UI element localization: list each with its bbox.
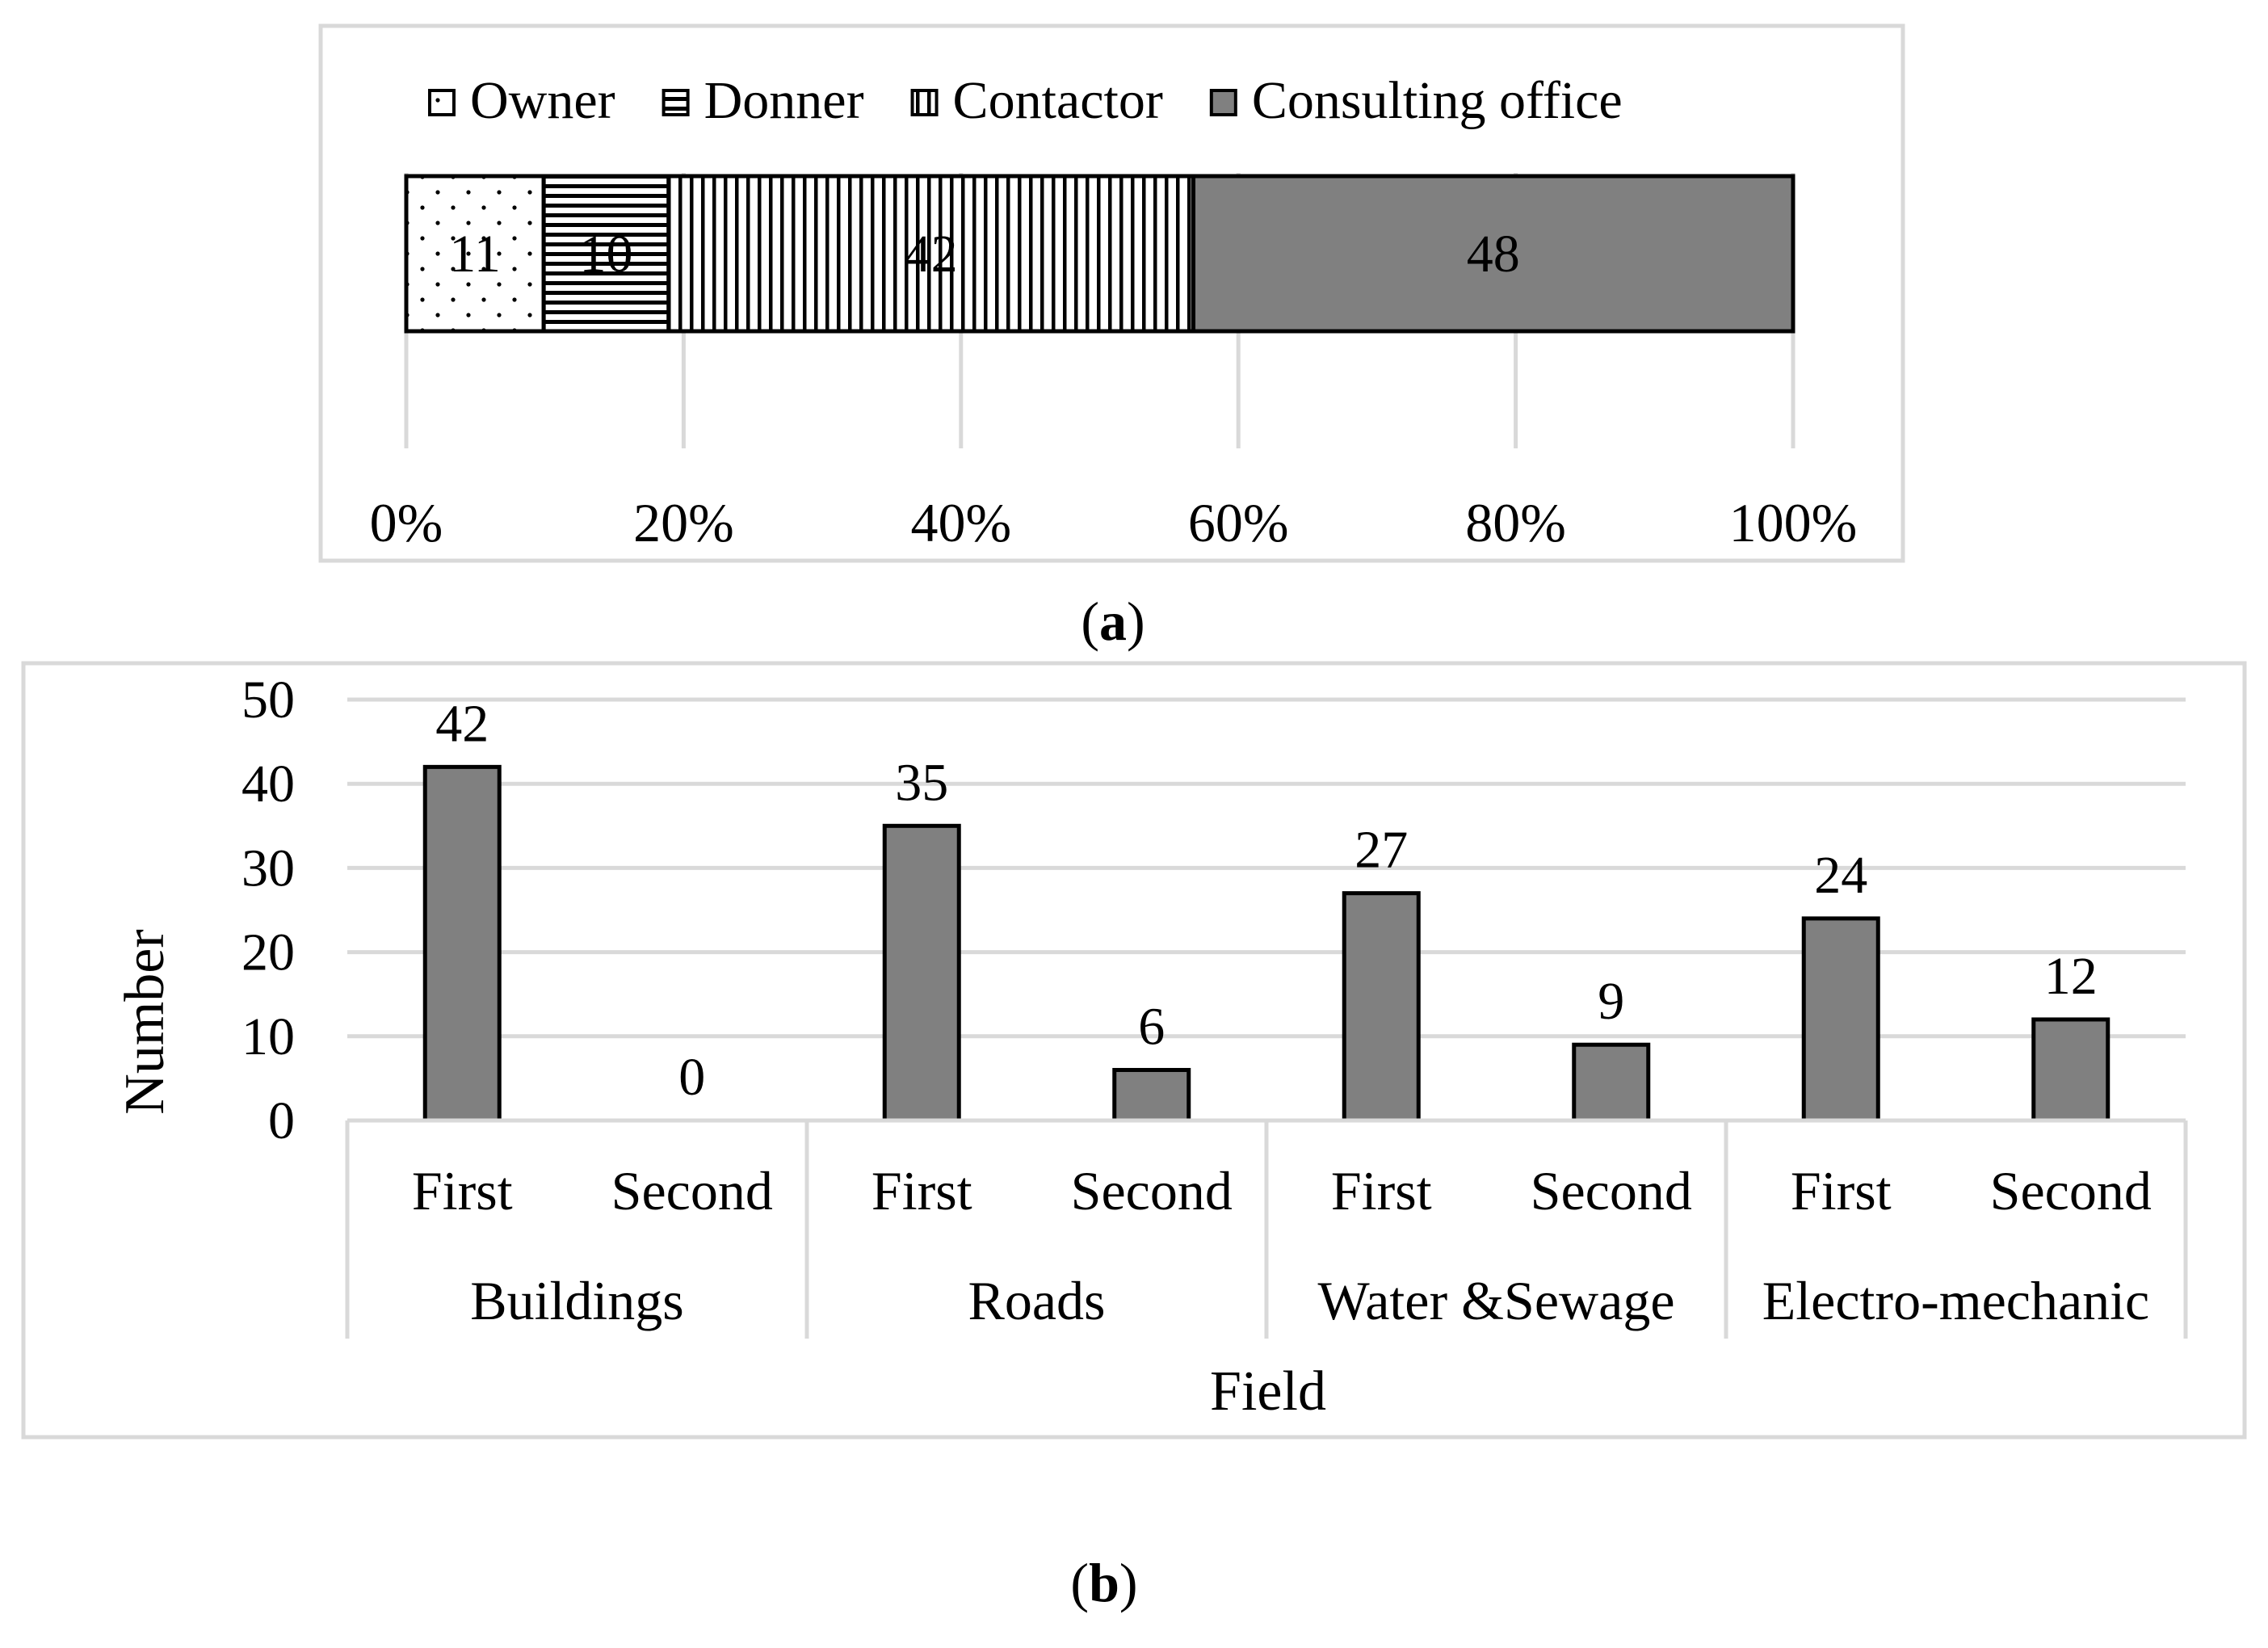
y-tick-label: 10 xyxy=(242,1007,295,1066)
bar-electro-mechanic-first xyxy=(1801,916,1880,1123)
data-label: 24 xyxy=(1814,846,1867,905)
panel-b-y-axis-title: Number xyxy=(114,929,176,1114)
group-label-water-sewage: Water &Sewage xyxy=(1318,1270,1675,1331)
y-tick-label: 30 xyxy=(242,839,295,898)
x-tick-label: Second xyxy=(611,1160,773,1221)
data-label: 6 xyxy=(1138,997,1165,1056)
data-label: 35 xyxy=(895,753,948,812)
x-tick-label: Second xyxy=(1071,1160,1233,1221)
legend-label-owner: Owner xyxy=(470,71,615,130)
panel-b-x-axis: First Second First Second First Second First Se… xyxy=(345,1118,2188,1339)
legend-label-consulting-office: Consulting office xyxy=(1252,71,1623,130)
panel-b-caption: (b) xyxy=(1070,1552,1137,1613)
data-label: 9 xyxy=(1598,972,1624,1031)
legend-swatch-owner xyxy=(428,89,456,116)
data-label-consulting-office: 48 xyxy=(1467,225,1520,284)
legend-label-donner: Donner xyxy=(704,71,864,130)
bar-roads-second xyxy=(1112,1067,1191,1123)
data-label-owner: 11 xyxy=(449,225,501,284)
group-label-buildings: Buildings xyxy=(470,1270,684,1331)
legend-swatch-contactor xyxy=(910,89,939,116)
panel-b-x-axis-title: Field xyxy=(1210,1360,1326,1423)
x-tick-label: First xyxy=(412,1160,513,1221)
bar-buildings-first xyxy=(422,764,502,1123)
group-label-electro-mechanic: Electro-mechanic xyxy=(1762,1270,2150,1331)
x-tick-label: 40% xyxy=(910,492,1011,553)
panel-a-caption: (a) xyxy=(1081,591,1144,652)
x-tick-label: 20% xyxy=(633,492,734,553)
y-tick-label: 50 xyxy=(242,671,295,729)
y-tick-label: 0 xyxy=(268,1091,295,1150)
panel-a-x-tick-labels: 0% 20% 40% 60% 80% 100% xyxy=(370,492,1858,553)
x-tick-label: 100% xyxy=(1729,492,1858,553)
legend-swatch-donner xyxy=(662,89,690,116)
data-label: 12 xyxy=(2044,947,2098,1006)
legend-swatch-consulting-office xyxy=(1209,89,1237,116)
bar-electro-mechanic-second xyxy=(2031,1017,2110,1123)
x-tick-label: 0% xyxy=(370,492,443,553)
bar-segment-contactor xyxy=(666,174,1196,334)
bar-segment-consulting-office xyxy=(1191,174,1796,334)
data-label: 42 xyxy=(435,694,489,753)
x-tick-label: 60% xyxy=(1188,492,1289,553)
data-label-contactor: 42 xyxy=(905,225,958,284)
x-tick-label: First xyxy=(872,1160,972,1221)
y-tick-label: 20 xyxy=(242,923,295,982)
x-tick-label: Second xyxy=(1990,1160,2152,1221)
panel-a-legend: Owner Donner Contactor Consulting office xyxy=(428,71,1623,130)
data-label: 0 xyxy=(678,1048,705,1107)
x-tick-label: Second xyxy=(1531,1160,1692,1221)
bar-roads-first xyxy=(882,823,961,1123)
y-tick-label: 40 xyxy=(242,755,295,813)
legend-label-contactor: Contactor xyxy=(953,71,1163,130)
x-tick-label: First xyxy=(1791,1160,1892,1221)
data-label-donner: 10 xyxy=(579,225,632,284)
data-label: 27 xyxy=(1354,821,1408,880)
bar-water-sewage-second xyxy=(1572,1042,1651,1123)
x-tick-label: First xyxy=(1331,1160,1432,1221)
panel-b-data-labels: 42 0 35 6 27 9 24 12 xyxy=(435,694,2098,1107)
x-tick-label: 80% xyxy=(1465,492,1566,553)
group-label-roads: Roads xyxy=(968,1270,1106,1331)
bar-water-sewage-first xyxy=(1342,891,1421,1123)
panel-b-y-tick-labels: 0 10 20 30 40 50 xyxy=(242,671,295,1150)
panel-a-bars: 11 10 42 48 xyxy=(404,174,1796,334)
panel-a: Owner Donner Contactor Consulting office 11… xyxy=(318,23,1905,563)
